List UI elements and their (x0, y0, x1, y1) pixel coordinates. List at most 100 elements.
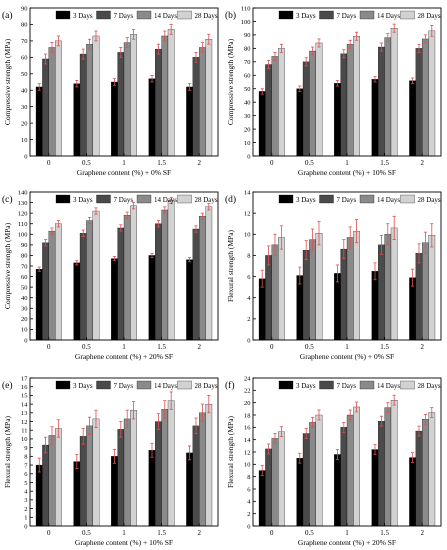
y-tick-label: 8 (247, 474, 250, 481)
legend-label: 28 Days (418, 382, 441, 390)
y-tick-label: 18 (244, 412, 251, 419)
bar (265, 255, 272, 341)
bar (265, 64, 272, 157)
bar (309, 50, 316, 157)
y-tick-label: 70 (244, 59, 251, 66)
bar (123, 418, 131, 527)
legend-label: 28 Days (418, 196, 441, 204)
y-tick-label: 90 (244, 32, 251, 39)
x-tick-label: 0 (47, 159, 51, 167)
x-tick-label: 0.5 (82, 529, 91, 537)
x-tick-label: 0.5 (82, 159, 91, 167)
legend-label: 7 Days (114, 12, 134, 20)
y-tick-label: 50 (21, 71, 28, 78)
y-tick-label: 110 (241, 5, 251, 12)
bar (428, 30, 436, 157)
bar (167, 400, 175, 527)
bar (35, 86, 43, 157)
bar (384, 234, 392, 341)
y-axis-label: Compressive strength (MPa) (226, 38, 235, 125)
bar (35, 269, 43, 341)
bar (271, 438, 279, 527)
x-axis-label: Graphene content (%) + 10% SF (298, 168, 396, 177)
y-tick-label: 60 (21, 55, 28, 62)
legend-swatch (177, 10, 192, 20)
bar (192, 228, 200, 341)
legend-label: 14 Days (377, 12, 400, 20)
y-tick-label: 40 (21, 88, 28, 95)
legend-label: 28 Days (195, 196, 218, 204)
bar (79, 436, 87, 527)
bar (123, 42, 131, 157)
y-tick-label: 90 (21, 242, 28, 249)
bar (302, 249, 310, 341)
y-tick-label: 30 (244, 113, 251, 120)
x-tick-label: 1.5 (380, 529, 389, 537)
bar (278, 431, 285, 527)
bar (42, 444, 49, 527)
y-tick-label: 16 (21, 384, 28, 391)
y-tick-label: 110 (18, 221, 28, 228)
y-tick-label: 11 (21, 428, 27, 435)
bar (265, 448, 272, 527)
bar (199, 216, 206, 341)
legend-swatch (55, 194, 71, 204)
panel-label: (b) (225, 10, 236, 21)
bar (111, 258, 118, 341)
bar (167, 29, 175, 157)
bar (340, 248, 348, 341)
legend-swatch (359, 194, 375, 204)
panel-label: (e) (2, 380, 13, 391)
bar (409, 80, 416, 157)
bar (161, 209, 169, 341)
bar (117, 429, 125, 527)
bar (378, 244, 385, 341)
bar (409, 277, 416, 341)
y-tick-label: 15 (21, 393, 28, 400)
y-tick-label: 40 (244, 99, 251, 106)
x-axis-label: Graphene content (%) + 0% SF (300, 352, 394, 361)
bar (340, 53, 348, 157)
bar (346, 44, 354, 157)
bar (390, 28, 398, 157)
legend-swatch (136, 10, 152, 20)
bar (186, 86, 193, 157)
y-tick-label: 10 (21, 137, 28, 144)
y-tick-label: 1 (24, 515, 27, 522)
bar (155, 223, 162, 341)
bar (309, 239, 316, 341)
panel-label: (f) (225, 380, 235, 391)
x-tick-label: 0 (47, 343, 51, 351)
y-tick-label: 10 (244, 462, 251, 469)
y-tick-label: 10 (244, 140, 251, 147)
legend-label: 3 Days (296, 196, 316, 204)
y-tick-label: 4 (247, 499, 251, 506)
legend-swatch (96, 380, 111, 390)
legend-label: 7 Days (337, 382, 357, 390)
y-tick-label: 13 (21, 410, 28, 417)
x-tick-label: 2 (420, 159, 424, 167)
bar (86, 425, 93, 527)
y-tick-label: 14 (21, 401, 28, 408)
x-tick-label: 0 (270, 343, 274, 351)
y-tick-label: 0 (247, 337, 250, 344)
x-tick-label: 2 (420, 343, 424, 351)
y-tick-label: 20 (244, 400, 251, 407)
legend-swatch (136, 380, 152, 390)
y-tick-label: 100 (241, 19, 251, 26)
bar (155, 421, 162, 527)
bar (353, 406, 360, 527)
chart-panel-3: 0 10 20 30 40 50 60 70 80 90 100 110 120 130 140 0 0.5 1 1… (2, 189, 219, 361)
y-tick-label: 70 (21, 263, 28, 270)
legend-label: 3 Days (296, 12, 316, 20)
bar (130, 410, 137, 527)
x-tick-label: 1.5 (157, 529, 166, 537)
bar (371, 271, 379, 341)
bar (192, 57, 200, 157)
bar (334, 273, 341, 341)
x-tick-label: 1.5 (380, 343, 389, 351)
x-tick-label: 0.5 (305, 159, 314, 167)
bar (92, 418, 100, 527)
y-tick-label: 50 (21, 284, 28, 291)
